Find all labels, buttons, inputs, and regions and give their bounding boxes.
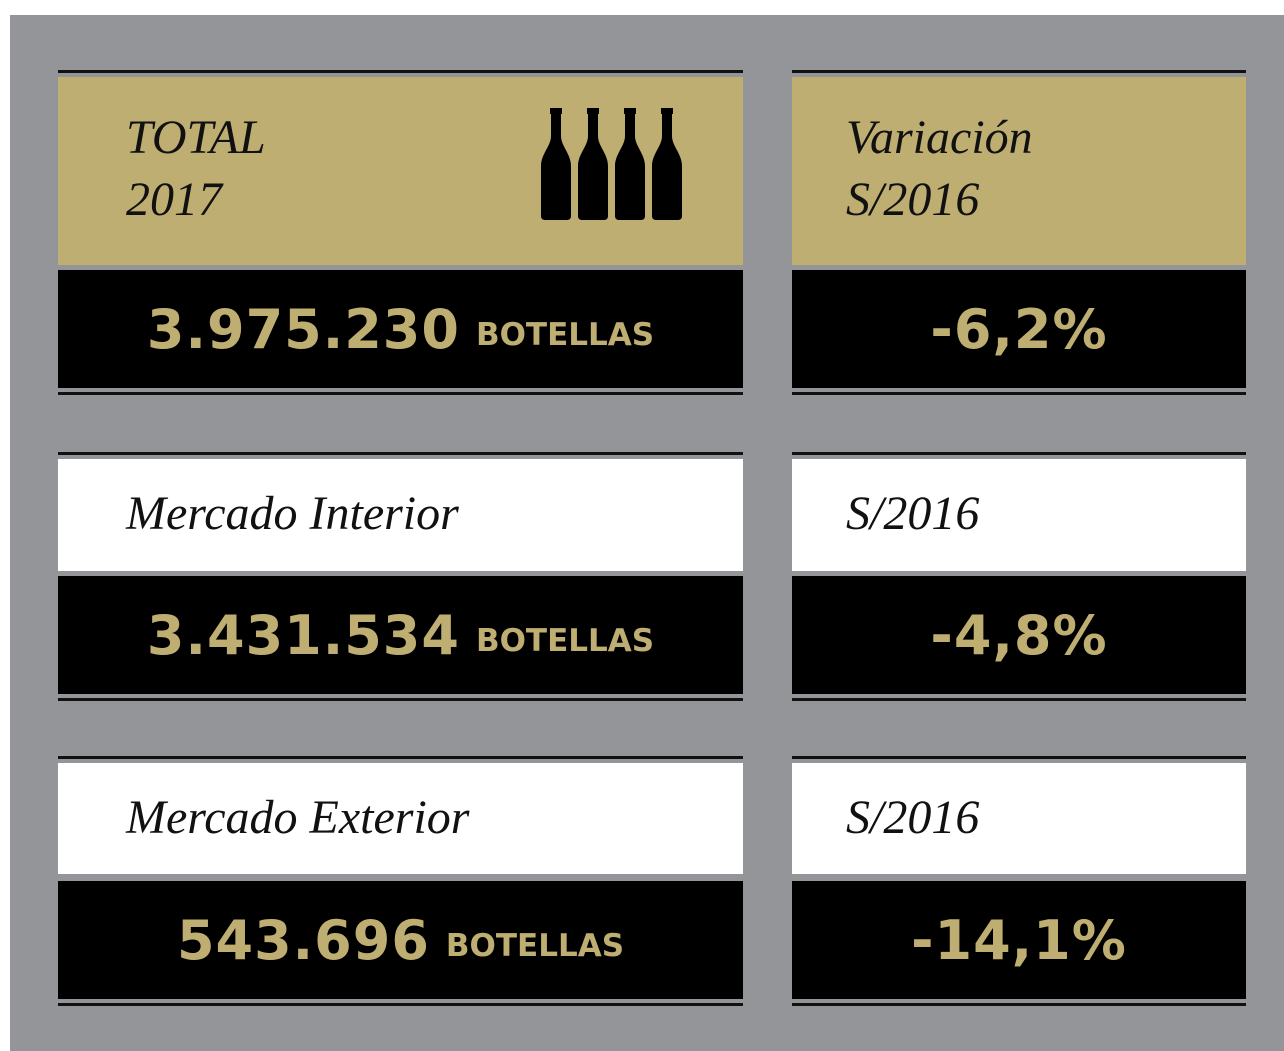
value-box: 3.975.230 BOTELLAS — [58, 270, 743, 388]
label-box: Variación S/2016 — [792, 77, 1246, 265]
variation: -4,8% — [930, 603, 1108, 667]
label-line: 2017 — [126, 173, 222, 226]
value: 3.431.534 — [146, 603, 460, 667]
unit: BOTELLAS — [475, 317, 655, 353]
value-box: -6,2% — [792, 270, 1246, 388]
top-rule — [792, 756, 1246, 759]
label-line: S/2016 — [846, 173, 980, 226]
label-line: S/2016 — [846, 487, 980, 540]
label-box: Mercado Exterior — [58, 763, 743, 874]
top-rule — [58, 452, 743, 455]
top-rule — [58, 756, 743, 759]
value-box: -14,1% — [792, 881, 1246, 999]
bottom-rule — [58, 392, 743, 395]
value: 3.975.230 — [146, 297, 460, 361]
top-rule — [792, 70, 1246, 73]
value-box: 543.696 BOTELLAS — [58, 881, 743, 999]
label-line: S/2016 — [846, 791, 980, 844]
variation: -14,1% — [911, 908, 1127, 972]
value: 543.696 — [176, 908, 430, 972]
variation: -6,2% — [930, 297, 1108, 361]
bottom-rule — [792, 392, 1246, 395]
label-line: TOTAL — [126, 111, 266, 164]
bottom-rule — [792, 1003, 1246, 1006]
bottom-rule — [58, 698, 743, 701]
label-line: Variación — [846, 111, 1033, 164]
bottles-icon — [541, 108, 682, 220]
label-box: S/2016 — [792, 459, 1246, 571]
value-box: -4,8% — [792, 576, 1246, 694]
unit: BOTELLAS — [475, 623, 655, 659]
label-box: Mercado Interior — [58, 459, 743, 571]
label-line: Mercado Interior — [126, 487, 459, 540]
unit: BOTELLAS — [445, 928, 625, 964]
top-rule — [58, 70, 743, 73]
label-box: S/2016 — [792, 763, 1246, 874]
top-rule — [792, 452, 1246, 455]
bottom-rule — [58, 1003, 743, 1006]
value-box: 3.431.534 BOTELLAS — [58, 576, 743, 694]
label-line: Mercado Exterior — [126, 791, 470, 844]
bottom-rule — [792, 698, 1246, 701]
